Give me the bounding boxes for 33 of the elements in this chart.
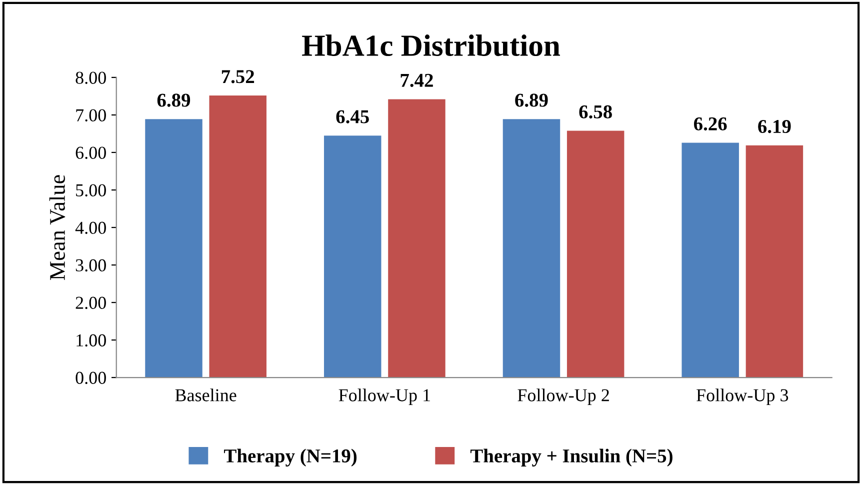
data-label: 6.89 [515,94,548,107]
x-tick-label: Baseline [175,388,236,402]
bar [209,95,266,378]
bar [566,130,624,378]
bar [502,119,560,378]
y-tick-label: 2.00 [76,296,106,310]
y-tick-label: 8.00 [76,72,106,84]
data-label: 6.26 [694,117,727,131]
data-label: 6.89 [157,94,190,107]
data-label: 6.45 [336,110,369,124]
x-tick-label: Follow-Up 1 [338,388,430,406]
legend-label: Therapy (N=19) [224,448,357,466]
chart-title: HbA1c Distribution [302,34,560,56]
bar [145,119,202,378]
bar [682,142,739,378]
y-tick-label: 4.00 [75,222,106,234]
y-tick-label: 3.00 [76,259,106,272]
data-label: 6.19 [758,120,791,134]
y-tick-label: 7.00 [76,109,106,122]
bar [388,99,446,378]
y-tick-label: 1.00 [76,334,106,347]
y-tick-label: 5.00 [76,184,106,196]
data-label: 6.58 [579,105,612,119]
bar [324,136,382,378]
y-tick-label: 6.00 [76,146,106,159]
data-label: 7.42 [400,74,433,87]
bar [746,145,804,378]
x-tick-label: Follow-Up 2 [518,388,609,406]
y-tick-label: 0.00 [76,372,106,384]
x-tick-label: Follow-Up 3 [696,388,788,406]
legend-label: Therapy + Insulin (N=5) [470,448,672,466]
data-label: 7.52 [222,70,254,84]
y-axis-title: Mean Value [49,175,66,280]
